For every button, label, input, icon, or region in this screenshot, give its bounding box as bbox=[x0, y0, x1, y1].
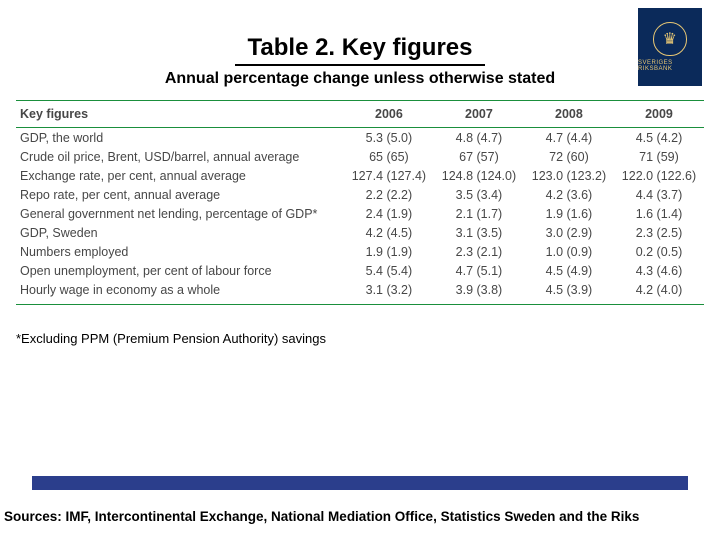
header-label: Key figures bbox=[16, 101, 344, 128]
page-subtitle: Annual percentage change unless otherwis… bbox=[0, 70, 720, 88]
row-label: Numbers employed bbox=[16, 242, 344, 261]
row-label: General government net lending, percenta… bbox=[16, 204, 344, 223]
logo-text: SVERIGES RIKSBANK bbox=[638, 60, 702, 72]
row-value: 0.2 (0.5) bbox=[614, 242, 704, 261]
table-row: GDP, Sweden4.2 (4.5)3.1 (3.5)3.0 (2.9)2.… bbox=[16, 223, 704, 242]
row-value: 71 (59) bbox=[614, 147, 704, 166]
row-value: 122.0 (122.6) bbox=[614, 166, 704, 185]
title-underline bbox=[235, 64, 485, 66]
header-year-3: 2009 bbox=[614, 101, 704, 128]
table-row: Hourly wage in economy as a whole3.1 (3.… bbox=[16, 280, 704, 304]
page-title: Table 2. Key figures bbox=[0, 34, 720, 62]
row-label: GDP, Sweden bbox=[16, 223, 344, 242]
row-value: 3.0 (2.9) bbox=[524, 223, 614, 242]
row-value: 2.2 (2.2) bbox=[344, 185, 434, 204]
header-year-1: 2007 bbox=[434, 101, 524, 128]
row-value: 3.9 (3.8) bbox=[434, 280, 524, 304]
row-value: 4.8 (4.7) bbox=[434, 128, 524, 148]
crest-icon: ♛ bbox=[653, 22, 687, 56]
row-value: 65 (65) bbox=[344, 147, 434, 166]
header-year-0: 2006 bbox=[344, 101, 434, 128]
table-row: Repo rate, per cent, annual average2.2 (… bbox=[16, 185, 704, 204]
row-label: Hourly wage in economy as a whole bbox=[16, 280, 344, 304]
row-value: 3.1 (3.5) bbox=[434, 223, 524, 242]
row-value: 4.2 (3.6) bbox=[524, 185, 614, 204]
row-value: 3.5 (3.4) bbox=[434, 185, 524, 204]
row-value: 2.3 (2.5) bbox=[614, 223, 704, 242]
key-figures-table: Key figures 2006 2007 2008 2009 GDP, the… bbox=[16, 100, 704, 305]
row-value: 72 (60) bbox=[524, 147, 614, 166]
row-value: 4.7 (4.4) bbox=[524, 128, 614, 148]
row-value: 4.4 (3.7) bbox=[614, 185, 704, 204]
table-row: Numbers employed1.9 (1.9)2.3 (2.1)1.0 (0… bbox=[16, 242, 704, 261]
row-value: 4.5 (3.9) bbox=[524, 280, 614, 304]
row-value: 2.4 (1.9) bbox=[344, 204, 434, 223]
row-value: 4.3 (4.6) bbox=[614, 261, 704, 280]
sources-line: Sources: IMF, Intercontinental Exchange,… bbox=[4, 509, 639, 524]
row-value: 127.4 (127.4) bbox=[344, 166, 434, 185]
row-value: 3.1 (3.2) bbox=[344, 280, 434, 304]
row-label: Open unemployment, per cent of labour fo… bbox=[16, 261, 344, 280]
row-label: Crude oil price, Brent, USD/barrel, annu… bbox=[16, 147, 344, 166]
row-value: 124.8 (124.0) bbox=[434, 166, 524, 185]
row-value: 4.5 (4.9) bbox=[524, 261, 614, 280]
row-value: 4.7 (5.1) bbox=[434, 261, 524, 280]
row-value: 4.2 (4.0) bbox=[614, 280, 704, 304]
row-label: Exchange rate, per cent, annual average bbox=[16, 166, 344, 185]
row-value: 67 (57) bbox=[434, 147, 524, 166]
row-value: 5.3 (5.0) bbox=[344, 128, 434, 148]
row-value: 4.2 (4.5) bbox=[344, 223, 434, 242]
row-value: 1.9 (1.6) bbox=[524, 204, 614, 223]
row-label: GDP, the world bbox=[16, 128, 344, 148]
table-row: General government net lending, percenta… bbox=[16, 204, 704, 223]
riksbank-logo: ♛ SVERIGES RIKSBANK bbox=[638, 8, 702, 86]
bottom-bar bbox=[32, 476, 688, 490]
row-value: 4.5 (4.2) bbox=[614, 128, 704, 148]
row-value: 5.4 (5.4) bbox=[344, 261, 434, 280]
row-value: 123.0 (123.2) bbox=[524, 166, 614, 185]
table-row: Open unemployment, per cent of labour fo… bbox=[16, 261, 704, 280]
row-value: 1.0 (0.9) bbox=[524, 242, 614, 261]
footnote: *Excluding PPM (Premium Pension Authorit… bbox=[16, 331, 720, 346]
row-label: Repo rate, per cent, annual average bbox=[16, 185, 344, 204]
table-row: GDP, the world5.3 (5.0)4.8 (4.7)4.7 (4.4… bbox=[16, 128, 704, 148]
row-value: 1.9 (1.9) bbox=[344, 242, 434, 261]
row-value: 2.3 (2.1) bbox=[434, 242, 524, 261]
header-year-2: 2008 bbox=[524, 101, 614, 128]
table-row: Exchange rate, per cent, annual average1… bbox=[16, 166, 704, 185]
row-value: 2.1 (1.7) bbox=[434, 204, 524, 223]
row-value: 1.6 (1.4) bbox=[614, 204, 704, 223]
table-row: Crude oil price, Brent, USD/barrel, annu… bbox=[16, 147, 704, 166]
